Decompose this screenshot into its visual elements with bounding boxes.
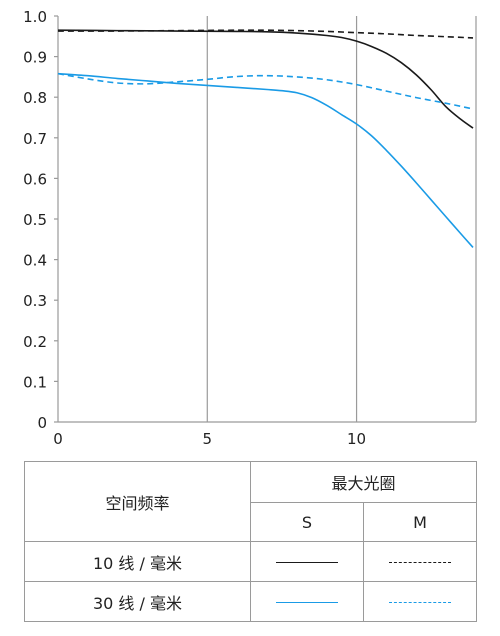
x-tick-label: 5 [203,430,213,448]
row-label-30: 30 线 / 毫米 [24,581,251,622]
series-line-4 [57,72,474,110]
y-tick-label: 0.8 [23,89,47,107]
y-tick-label: 0.5 [23,211,47,229]
legend-line-30-s [276,602,338,603]
legend-line-10-s [276,562,338,563]
series-line-1 [57,29,474,129]
x-tick-label: 0 [53,430,63,448]
row-label-10: 10 线 / 毫米 [24,541,251,582]
y-tick-label: 0.4 [23,252,47,270]
series-line-2 [57,29,474,39]
axes [54,15,477,423]
series-lines [57,29,474,248]
y-tick-label: 1.0 [23,8,47,26]
grid [206,16,358,422]
y-tick-label: 0.9 [23,49,47,67]
mtf-chart: 0 0.1 0.2 0.3 0.4 0.5 0.6 0.7 0.8 0.9 1.0 0 5 10 [23,8,477,448]
y-tick-label: 0.7 [23,130,47,148]
legend-table: 空间频率 最大光圈 S M 10 线 / 毫米 30 线 / 毫米 [24,461,478,622]
series-line-3 [57,72,474,248]
table-row: 30 线 / 毫米 [24,581,478,622]
tick-labels: 0 0.1 0.2 0.3 0.4 0.5 0.6 0.7 0.8 0.9 1.0 0 5 10 [23,8,366,448]
y-tick-label: 0.1 [23,373,47,391]
y-tick-label: 0.6 [23,170,47,188]
column-header-s: S [250,502,364,542]
column-header-m: M [362,502,478,542]
header-spatial-frequency: 空间频率 [24,461,251,542]
y-tick-label: 0 [37,414,47,432]
table-row: 10 线 / 毫米 [24,541,478,582]
y-tick-label: 0.2 [23,333,47,351]
header-max-aperture: 最大光圈 [249,461,478,503]
x-tick-label: 10 [347,430,366,448]
legend-line-30-m [389,602,451,603]
y-tick-label: 0.3 [23,292,47,310]
legend-line-10-m [389,562,451,563]
